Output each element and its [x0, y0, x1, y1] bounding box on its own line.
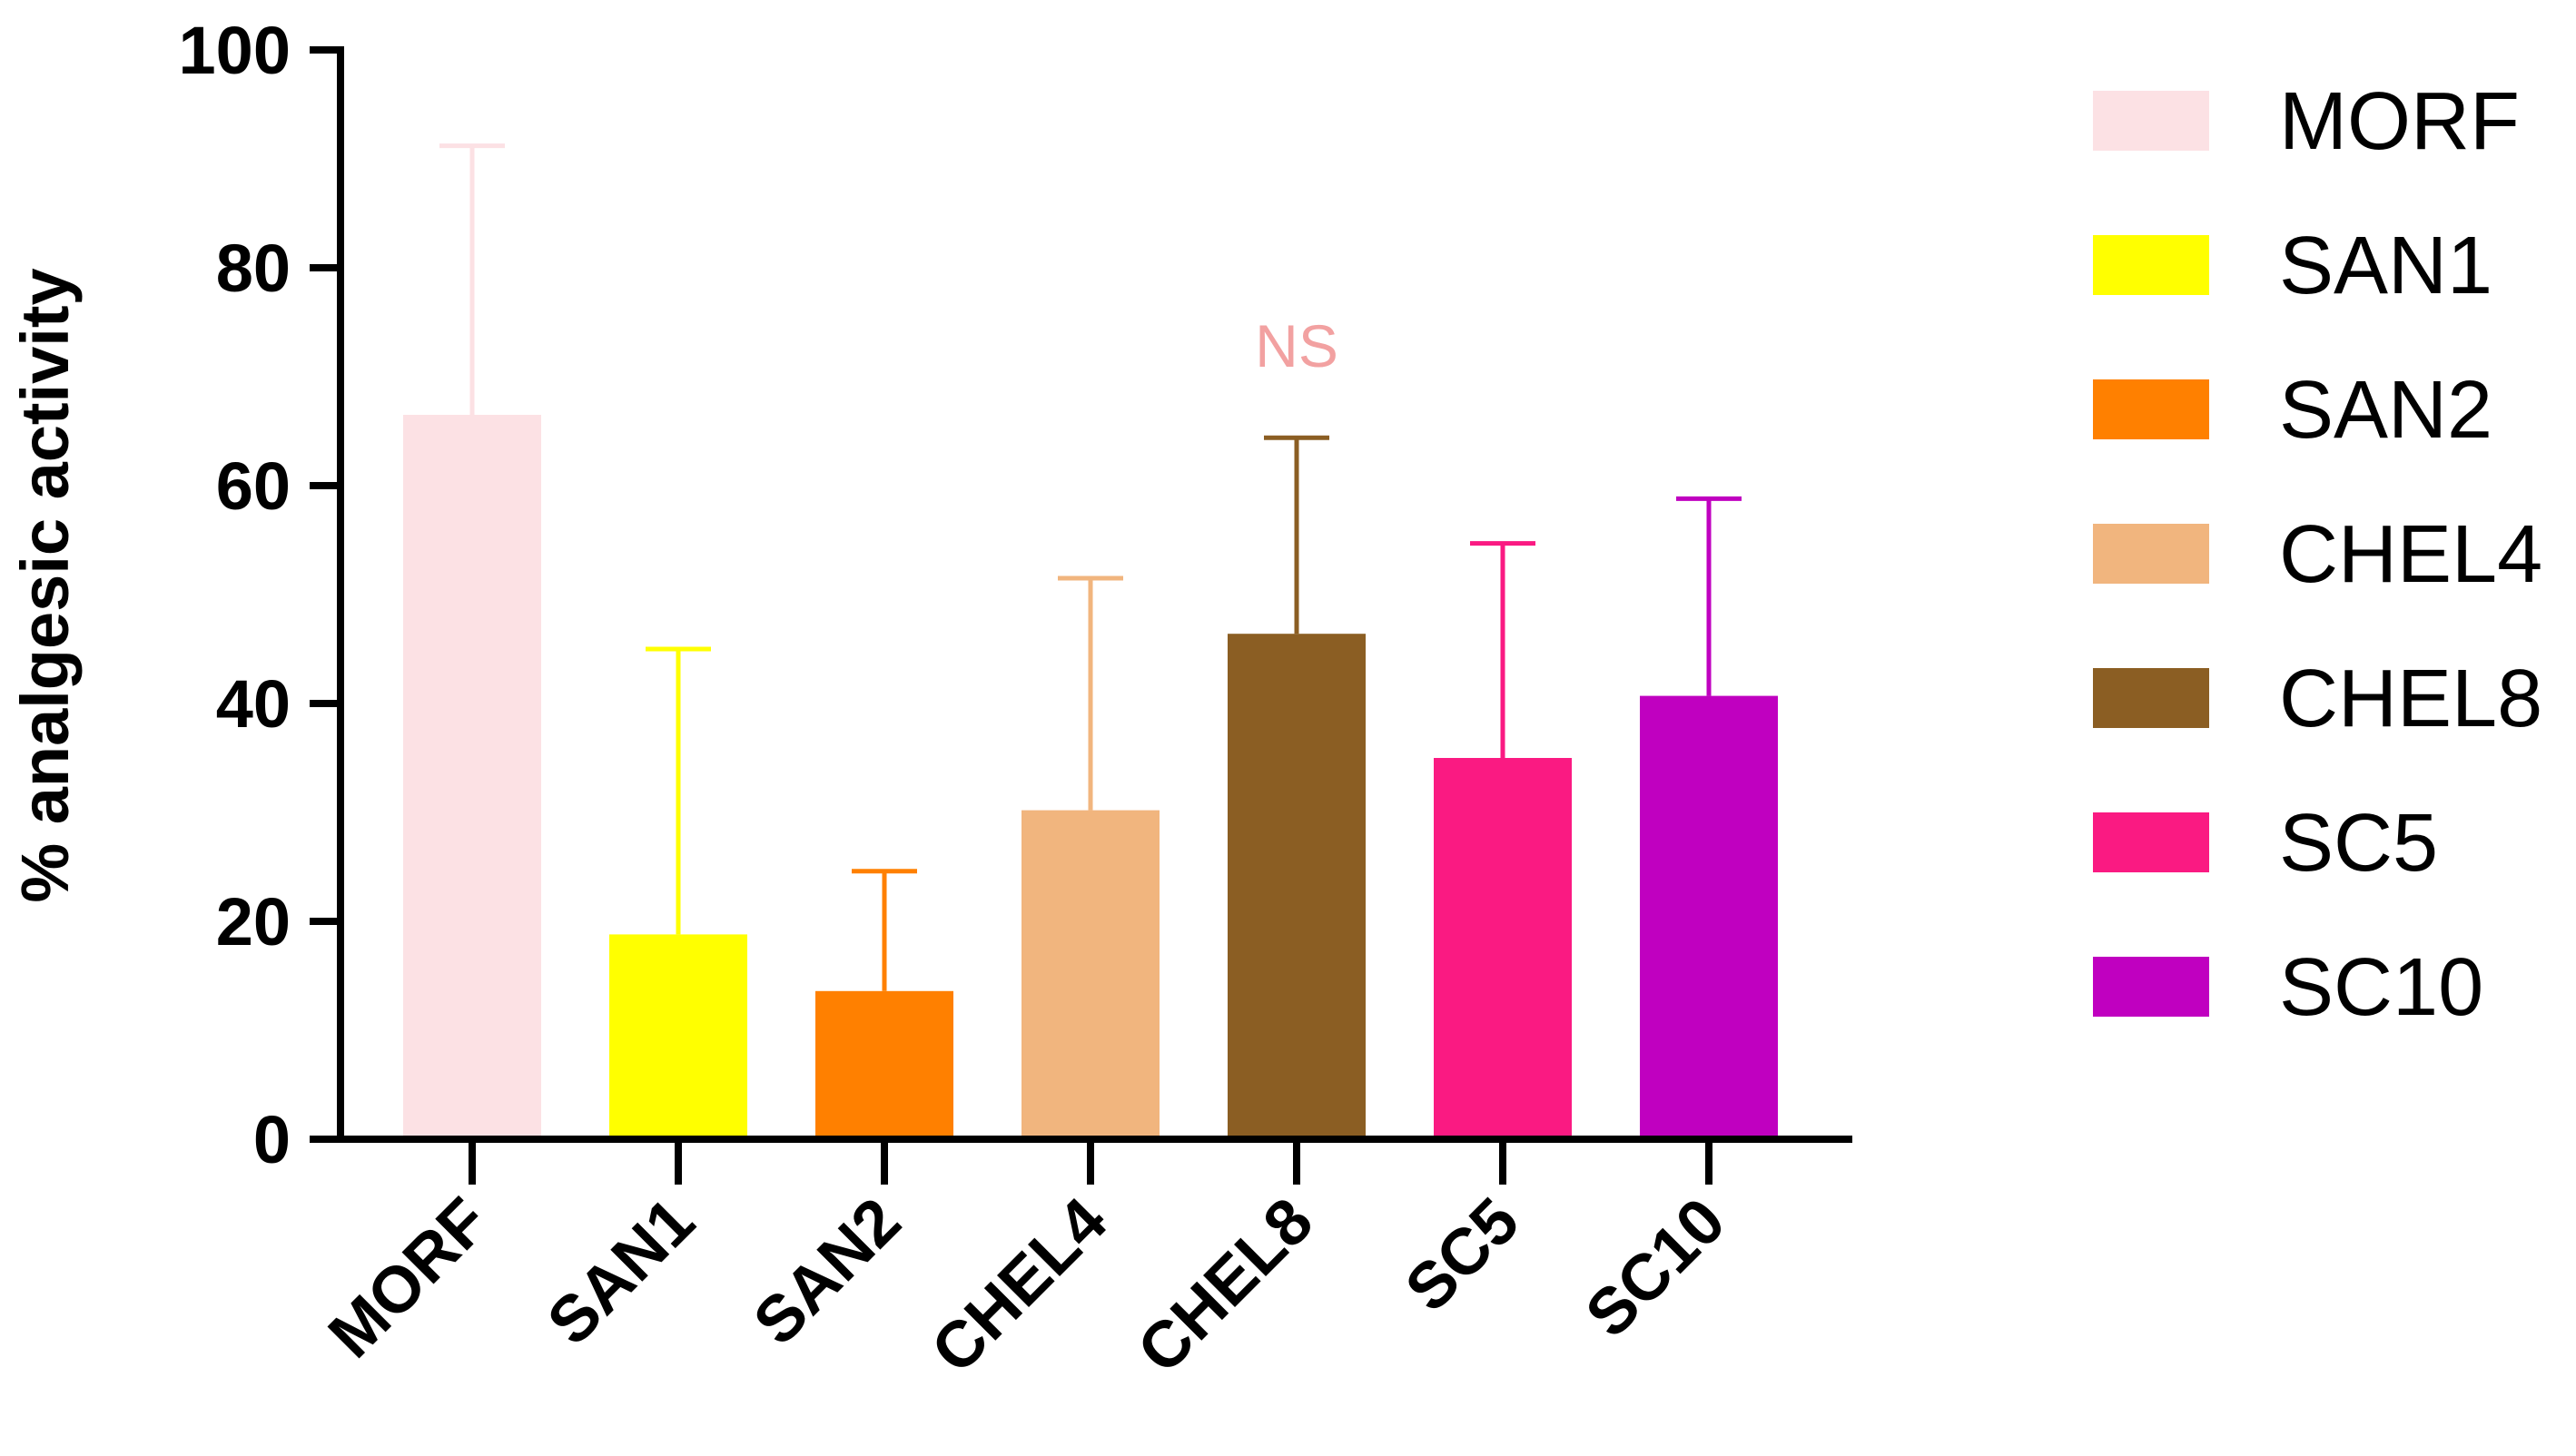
x-tick-label-san2: SAN2 — [740, 1185, 914, 1359]
legend-label-chel4: CHEL4 — [2279, 509, 2542, 600]
legend: MORF SAN1 SAN2 CHEL4 CHEL8 SC5 SC10 — [2093, 76, 2542, 1033]
bar-chel8 — [1228, 634, 1366, 1139]
y-tick-label-0: 0 — [253, 1102, 291, 1177]
bar-san1 — [609, 934, 747, 1139]
legend-label-san1: SAN1 — [2279, 221, 2492, 311]
bars-layer — [403, 415, 1778, 1139]
x-tick-label-chel8: CHEL8 — [1124, 1185, 1327, 1387]
y-ticks-layer: 0 20 40 60 80 100 — [179, 13, 341, 1177]
legend-swatch-morf — [2093, 91, 2209, 151]
legend-swatch-chel4 — [2093, 524, 2209, 584]
annotation-ns: NS — [1255, 312, 1338, 379]
legend-swatch-san2 — [2093, 379, 2209, 439]
legend-swatch-san1 — [2093, 235, 2209, 295]
x-tick-label-morf: MORF — [315, 1185, 502, 1372]
bar-san2 — [815, 990, 953, 1139]
legend-swatch-chel8 — [2093, 668, 2209, 728]
x-tick-label-sc10: SC10 — [1572, 1185, 1739, 1352]
y-axis-label-group: % analgesic activity — [7, 268, 83, 902]
axes-layer — [337, 46, 1852, 1143]
legend-label-sc5: SC5 — [2279, 798, 2438, 889]
bar-morf — [403, 415, 541, 1139]
legend-swatch-sc10 — [2093, 957, 2209, 1017]
x-tick-label-san1: SAN1 — [534, 1185, 708, 1359]
y-tick-label-20: 20 — [216, 884, 291, 959]
annotations-layer: NS — [1255, 312, 1338, 379]
x-tick-label-sc5: SC5 — [1392, 1185, 1534, 1326]
legend-label-san2: SAN2 — [2279, 365, 2492, 456]
legend-label-chel8: CHEL8 — [2279, 654, 2542, 744]
y-tick-label-80: 80 — [216, 231, 291, 306]
bar-chel4 — [1022, 810, 1160, 1139]
y-tick-label-60: 60 — [216, 448, 291, 524]
legend-label-sc10: SC10 — [2279, 942, 2483, 1033]
error-bars-layer — [439, 143, 1742, 991]
bar-sc10 — [1640, 695, 1778, 1139]
x-ticks-layer: MORF SAN1 SAN2 CHEL4 CHEL8 SC5 SC10 — [315, 1139, 1739, 1387]
y-axis-label: % analgesic activity — [7, 268, 83, 902]
legend-label-morf: MORF — [2279, 76, 2520, 167]
legend-swatch-sc5 — [2093, 812, 2209, 872]
x-tick-label-chel4: CHEL4 — [918, 1185, 1120, 1387]
y-tick-label-100: 100 — [179, 13, 291, 88]
bar-sc5 — [1434, 758, 1572, 1139]
y-tick-label-40: 40 — [216, 666, 291, 742]
